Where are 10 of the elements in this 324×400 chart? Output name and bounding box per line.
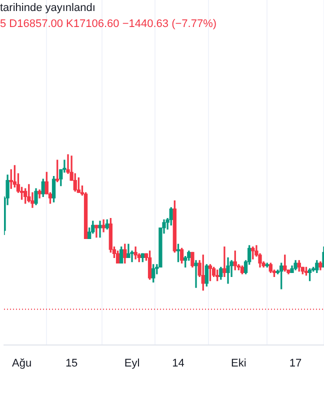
x-tick-label: Ağu — [12, 357, 32, 370]
x-tick-label: Eki — [231, 357, 246, 370]
text: tarihinde yayınlandı — [0, 2, 96, 14]
x-tick-label: 14 — [172, 357, 184, 370]
x-tick-label: 15 — [65, 357, 78, 370]
candlestick — [222, 246, 226, 278]
x-tick-label: 17 — [289, 357, 302, 370]
x-tick-label: Eyl — [124, 357, 140, 370]
text: 5 D16857.00 K17106.60 −1440.63 (−7.77%) — [0, 18, 217, 30]
candlestick — [102, 219, 106, 232]
